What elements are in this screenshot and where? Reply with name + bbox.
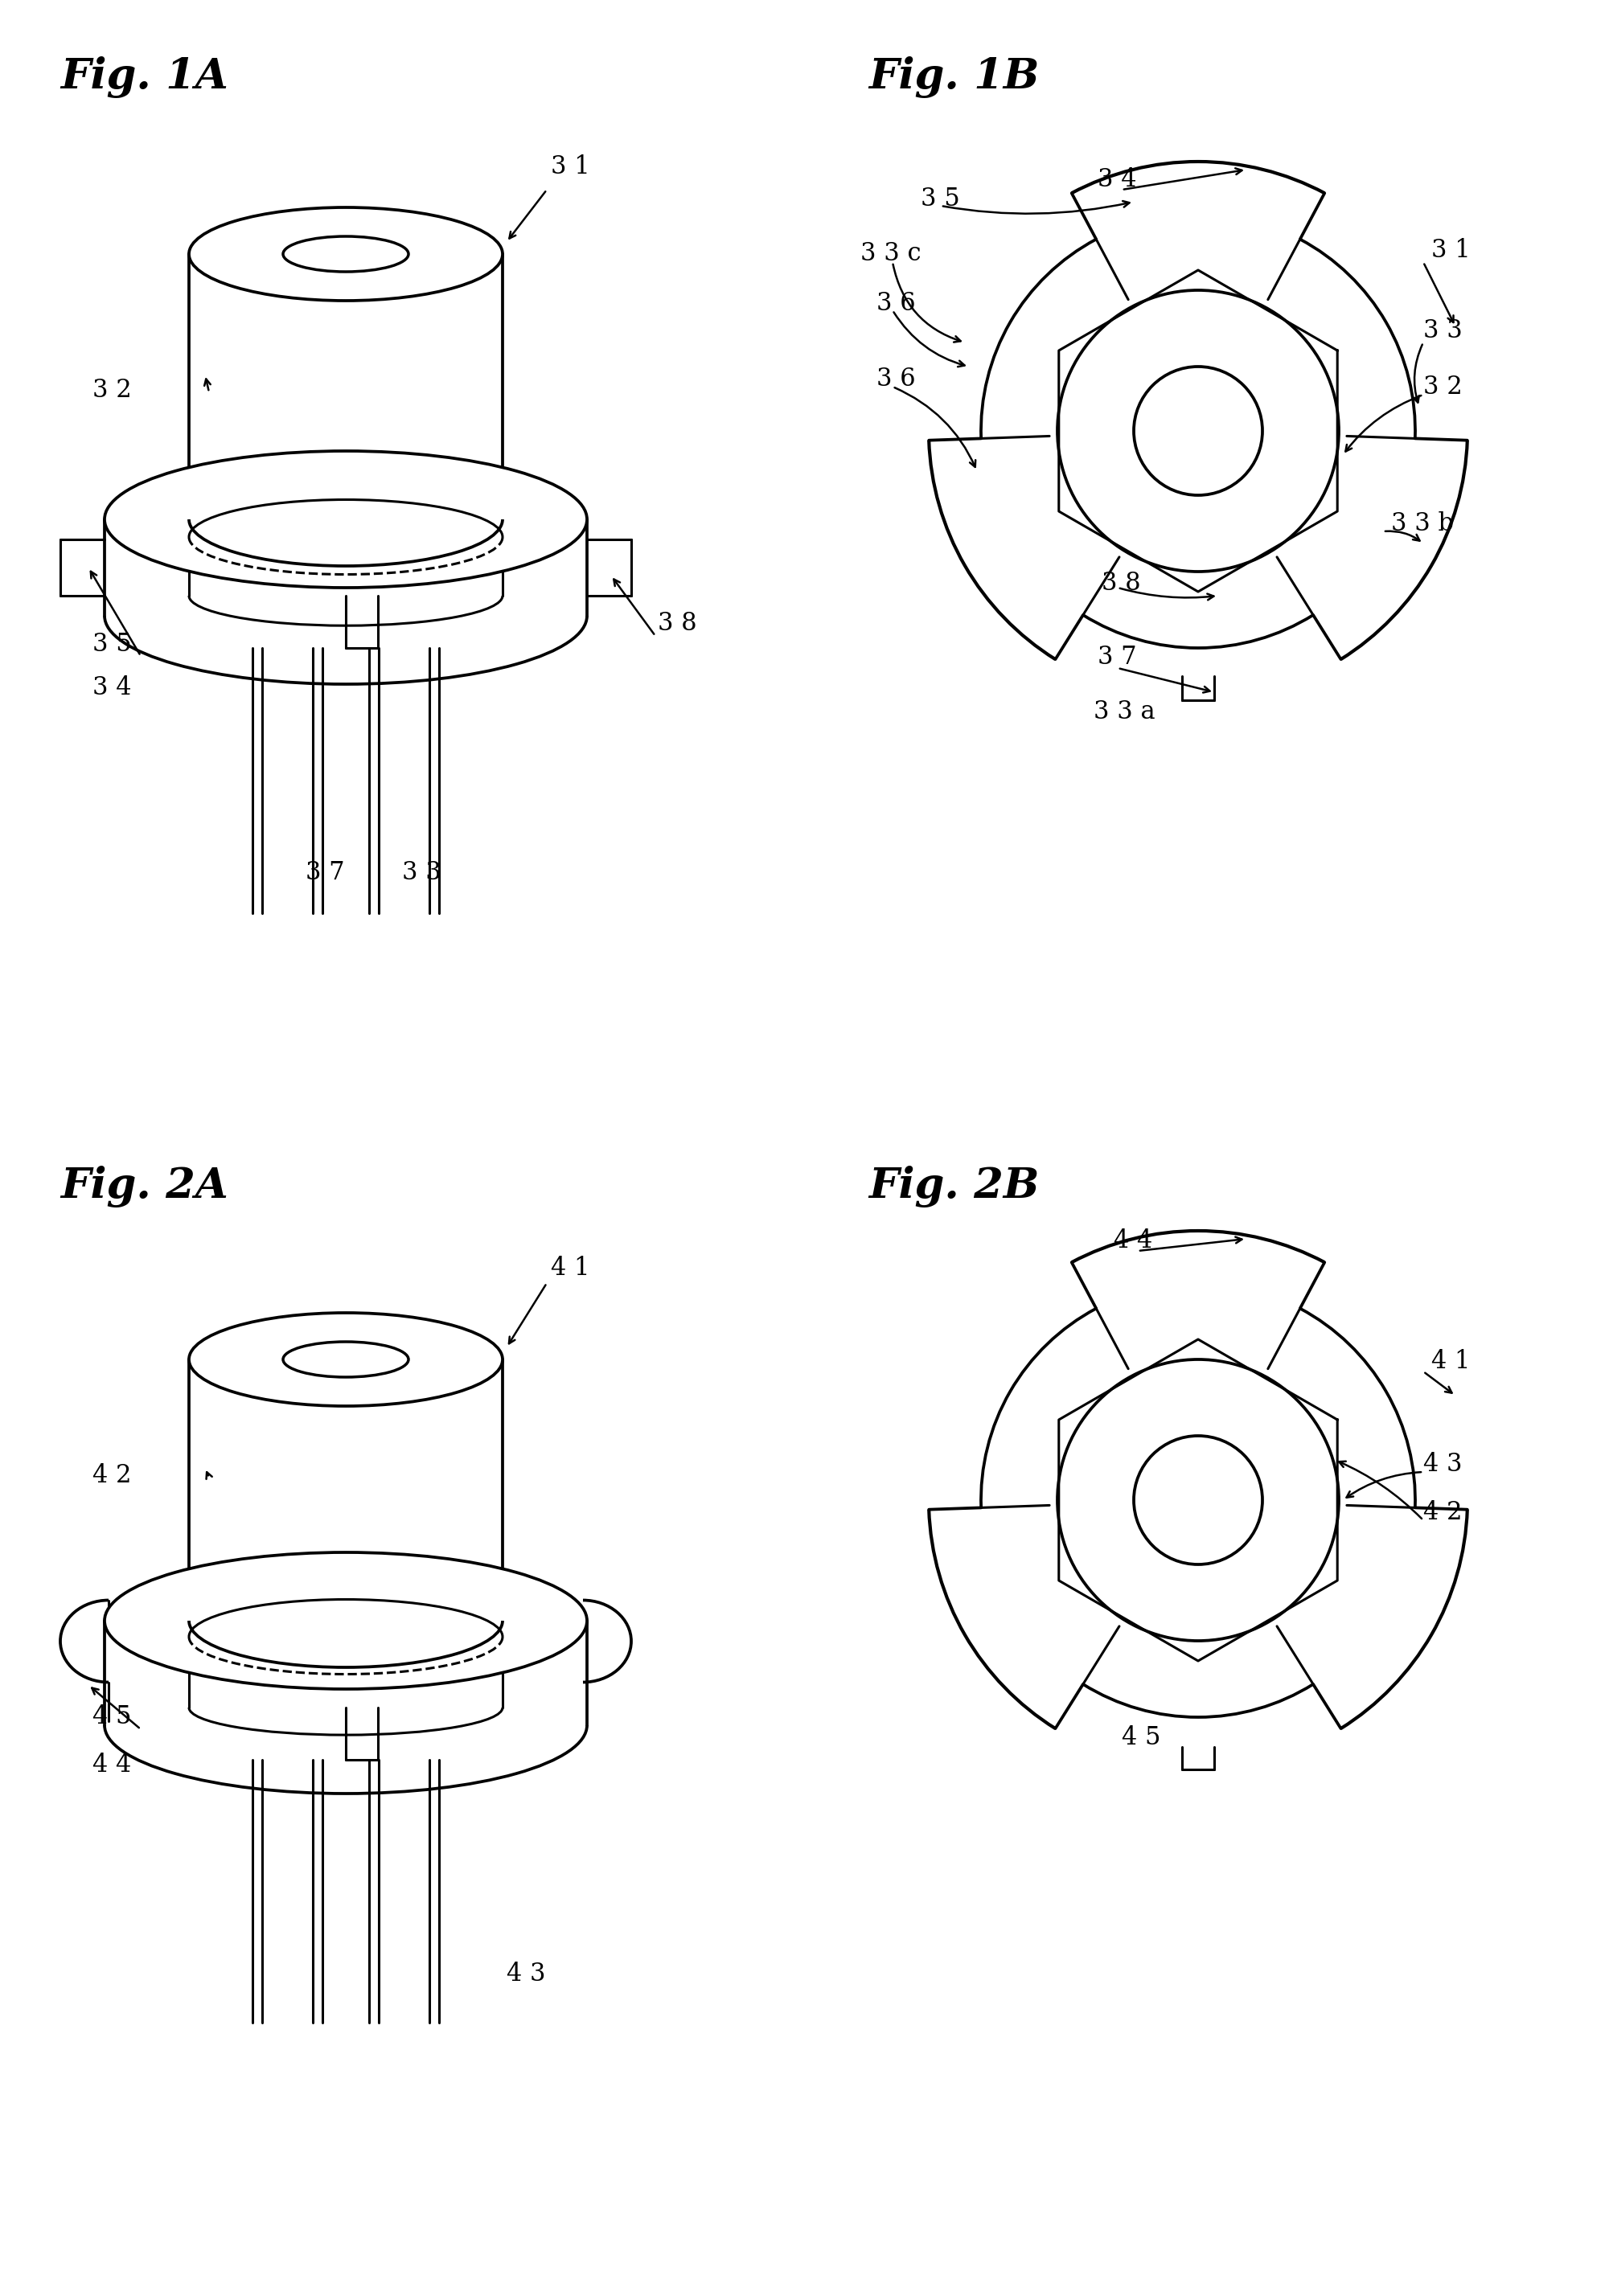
Text: Fig. 1A: Fig. 1A: [60, 57, 228, 99]
Text: 3 1: 3 1: [1432, 236, 1471, 262]
Text: 3 5: 3 5: [920, 186, 961, 211]
Text: 4 5: 4 5: [92, 1704, 132, 1729]
Text: 3 3: 3 3: [1424, 317, 1463, 342]
Text: 4 4: 4 4: [1113, 1228, 1152, 1254]
Text: 3 4: 3 4: [1097, 168, 1136, 193]
Ellipse shape: [105, 1552, 587, 1690]
Text: 3 8: 3 8: [658, 611, 697, 636]
Text: 3 7: 3 7: [306, 861, 344, 886]
Text: 3 3 b: 3 3 b: [1392, 512, 1455, 535]
Ellipse shape: [105, 450, 587, 588]
Text: 4 2: 4 2: [92, 1463, 132, 1488]
Text: 3 2: 3 2: [1424, 374, 1463, 400]
Ellipse shape: [188, 1313, 502, 1405]
Text: 3 4: 3 4: [92, 675, 132, 700]
Ellipse shape: [283, 1341, 409, 1378]
Ellipse shape: [283, 236, 409, 271]
Text: 3 3 c: 3 3 c: [861, 241, 920, 266]
Text: 3 6: 3 6: [877, 365, 916, 390]
Text: 4 1: 4 1: [550, 1256, 591, 1281]
Text: 3 7: 3 7: [1097, 645, 1136, 670]
Text: 4 1: 4 1: [1432, 1348, 1471, 1373]
Text: 3 1: 3 1: [550, 154, 591, 179]
Text: Fig. 2A: Fig. 2A: [60, 1166, 228, 1208]
Text: Fig. 2B: Fig. 2B: [869, 1166, 1039, 1208]
Text: 3 3: 3 3: [402, 861, 441, 886]
Text: 3 8: 3 8: [1102, 572, 1141, 597]
Text: 3 3 a: 3 3 a: [1094, 700, 1155, 726]
Text: Fig. 1B: Fig. 1B: [869, 57, 1039, 99]
Text: 4 3: 4 3: [1424, 1451, 1463, 1476]
Text: 4 2: 4 2: [1424, 1499, 1463, 1525]
Text: 4 5: 4 5: [1121, 1724, 1160, 1750]
Text: 4 4: 4 4: [92, 1752, 132, 1777]
Ellipse shape: [188, 207, 502, 301]
Text: 3 6: 3 6: [877, 292, 916, 317]
Text: 4 3: 4 3: [507, 1963, 545, 1986]
Text: 3 5: 3 5: [92, 631, 132, 657]
Text: 3 2: 3 2: [92, 379, 132, 404]
